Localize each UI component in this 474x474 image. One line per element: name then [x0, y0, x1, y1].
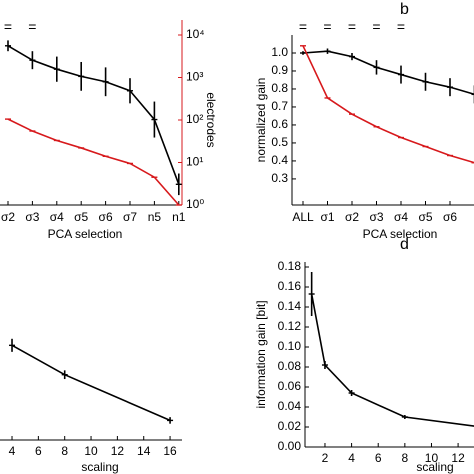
y-tick-label: 0.7 [271, 99, 288, 113]
y-tick-label: 0.14 [278, 299, 302, 313]
y2-tick-label: 10⁰ [186, 197, 204, 211]
x-tick-label: σ7 [123, 210, 137, 224]
y-tick-label: 0.00 [278, 439, 302, 453]
y-tick-label: 0.08 [278, 359, 302, 373]
x-axis-label: scaling [81, 460, 118, 474]
x-tick-label: σ4 [394, 210, 408, 224]
x-tick-label: σ3 [369, 210, 383, 224]
significance-mark: = [299, 19, 307, 35]
y-axis-label: information gain [bit] [254, 300, 268, 408]
y2-tick-label: 10³ [186, 70, 203, 84]
x-tick-label: 16 [163, 444, 177, 458]
x-tick-label: 12 [451, 451, 465, 465]
data-line [11, 344, 171, 422]
data-line [310, 293, 474, 427]
x-tick-label: σ3 [25, 210, 39, 224]
y2-tick-label: 10⁴ [186, 27, 205, 41]
x-tick-label: 14 [137, 444, 151, 458]
y-tick-label: 0.02 [278, 419, 302, 433]
x-axis-label: scaling [416, 460, 453, 474]
x-tick-label: ALL [292, 210, 314, 224]
x-tick-label: n1 [172, 210, 186, 224]
x-tick-label: n5 [148, 210, 162, 224]
x-tick-label: 2 [322, 451, 329, 465]
x-tick-label: 8 [61, 444, 68, 458]
y-tick-label: 0.3 [271, 171, 288, 185]
y-tick-label: 0.6 [271, 117, 288, 131]
data-line [7, 118, 180, 206]
y2-tick-label: 10² [186, 112, 203, 126]
x-tick-label: 6 [35, 444, 42, 458]
x-tick-label: 8 [402, 451, 409, 465]
x-tick-label: σ6 [443, 210, 457, 224]
panel-label: b [400, 1, 409, 18]
x-tick-label: 4 [9, 444, 16, 458]
x-tick-label: 10 [425, 451, 439, 465]
x-tick-label: σ6 [99, 210, 113, 224]
y-tick-label: 0.12 [278, 319, 302, 333]
significance-mark: = [372, 19, 380, 35]
significance-mark: = [28, 19, 36, 35]
x-tick-label: 10 [84, 444, 98, 458]
panel-label: d [400, 236, 409, 253]
y-tick-label: 0.06 [278, 379, 302, 393]
y-tick-label: 0.5 [271, 135, 288, 149]
y-tick-label: 0.9 [271, 63, 288, 77]
x-tick-label: σ5 [418, 210, 432, 224]
significance-mark: = [348, 19, 356, 35]
y-tick-label: 0.8 [271, 81, 288, 95]
y-tick-label: 0.18 [278, 259, 302, 273]
y2-tick-label: 10¹ [186, 155, 203, 169]
significance-mark: = [4, 19, 12, 35]
y2-axis-label: electrodes [204, 92, 218, 147]
x-tick-label: 4 [348, 451, 355, 465]
y-tick-label: 0.4 [271, 153, 288, 167]
x-axis-label: PCA selection [363, 227, 438, 241]
data-line [302, 45, 474, 164]
x-tick-label: σ2 [1, 210, 15, 224]
x-tick-label: 12 [111, 444, 125, 458]
significance-mark: = [397, 19, 405, 35]
x-tick-label: σ2 [345, 210, 359, 224]
y-tick-label: 0.04 [278, 399, 302, 413]
y-tick-label: 0.10 [278, 339, 302, 353]
x-tick-label: σ4 [50, 210, 64, 224]
x-axis-label: PCA selection [48, 227, 123, 241]
y-axis-label: normalized gain [254, 78, 268, 163]
y-tick-label: 1.0 [271, 45, 288, 59]
data-line [7, 45, 180, 185]
significance-mark: = [323, 19, 331, 35]
data-line [302, 50, 474, 96]
x-tick-label: 6 [375, 451, 382, 465]
y-tick-label: 0.16 [278, 279, 302, 293]
x-tick-label: σ1 [320, 210, 334, 224]
x-tick-label: σ5 [74, 210, 88, 224]
